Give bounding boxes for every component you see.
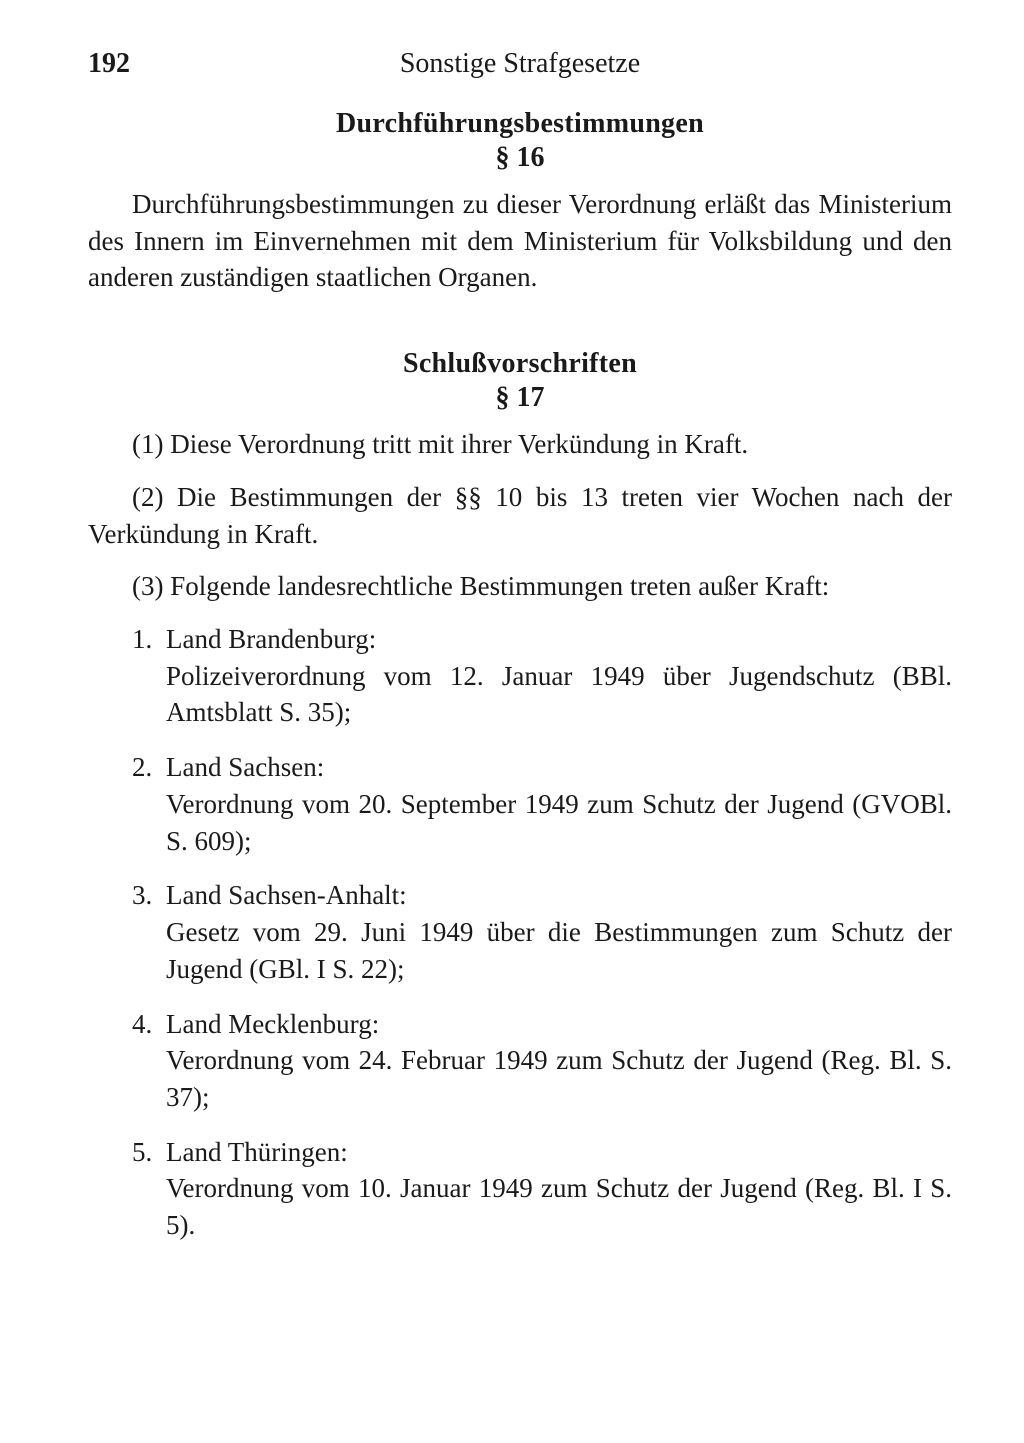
section-16-paragraph: Durchführungsbestimmungen zu dieser Vero… bbox=[88, 186, 952, 296]
section-17-number: § 17 bbox=[88, 382, 952, 414]
list-body: Land Sachsen: Verordnung vom 20. Septemb… bbox=[166, 749, 952, 859]
list-number: 3. bbox=[132, 877, 166, 987]
section-17-para-3: (3) Folgende landesrechtliche Bestimmung… bbox=[88, 568, 952, 605]
list-item: 4. Land Mecklenburg: Verordnung vom 24. … bbox=[132, 1006, 952, 1116]
section-17-para-1: (1) Diese Verordnung tritt mit ihrer Ver… bbox=[88, 426, 952, 463]
list-text: Verordnung vom 10. Januar 1949 zum Schut… bbox=[166, 1173, 952, 1240]
page-header: 192 Sonstige Strafgesetze bbox=[88, 48, 952, 80]
list-number: 5. bbox=[132, 1134, 166, 1244]
running-head: Sonstige Strafgesetze bbox=[88, 48, 952, 80]
list-title: Land Thüringen: bbox=[166, 1137, 348, 1167]
list-body: Land Thüringen: Verordnung vom 10. Janua… bbox=[166, 1134, 952, 1244]
list-number: 4. bbox=[132, 1006, 166, 1116]
list-text: Polizeiverordnung vom 12. Januar 1949 üb… bbox=[166, 661, 952, 728]
section-16-heading: Durchführungsbestimmungen bbox=[88, 108, 952, 140]
section-16-number: § 16 bbox=[88, 142, 952, 174]
list-number: 2. bbox=[132, 749, 166, 859]
list-item: 2. Land Sachsen: Verordnung vom 20. Sept… bbox=[132, 749, 952, 859]
list-body: Land Sachsen-Anhalt: Gesetz vom 29. Juni… bbox=[166, 877, 952, 987]
document-page: 192 Sonstige Strafgesetze Durchführungsb… bbox=[0, 0, 1024, 1322]
list-text: Verordnung vom 24. Februar 1949 zum Schu… bbox=[166, 1045, 952, 1112]
list-title: Land Sachsen-Anhalt: bbox=[166, 880, 407, 910]
list-text: Gesetz vom 29. Juni 1949 über die Bestim… bbox=[166, 917, 952, 984]
list-text: Verordnung vom 20. September 1949 zum Sc… bbox=[166, 789, 952, 856]
list-body: Land Mecklenburg: Verordnung vom 24. Feb… bbox=[166, 1006, 952, 1116]
section-spacer bbox=[88, 312, 952, 340]
section-17-heading: Schlußvorschriften bbox=[88, 348, 952, 380]
list-item: 1. Land Brandenburg: Polizeiverordnung v… bbox=[132, 621, 952, 731]
repealed-list: 1. Land Brandenburg: Polizeiverordnung v… bbox=[88, 621, 952, 1244]
list-item: 3. Land Sachsen-Anhalt: Gesetz vom 29. J… bbox=[132, 877, 952, 987]
section-17-para-2: (2) Die Bestimmungen der §§ 10 bis 13 tr… bbox=[88, 479, 952, 552]
list-body: Land Brandenburg: Polizeiverordnung vom … bbox=[166, 621, 952, 731]
list-title: Land Brandenburg: bbox=[166, 624, 376, 654]
list-title: Land Sachsen: bbox=[166, 752, 324, 782]
list-title: Land Mecklenburg: bbox=[166, 1009, 379, 1039]
list-item: 5. Land Thüringen: Verordnung vom 10. Ja… bbox=[132, 1134, 952, 1244]
list-number: 1. bbox=[132, 621, 166, 731]
